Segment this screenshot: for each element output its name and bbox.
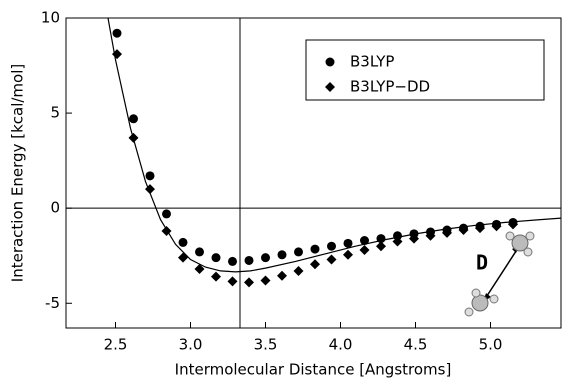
data-point [360,245,370,255]
x-tick-label: 3.5 [254,336,278,354]
y-tick-label: 0 [50,199,60,217]
data-point [261,275,271,285]
data-point [146,171,155,180]
data-point [113,29,122,38]
x-tick-label: 4.0 [329,336,353,354]
x-tick-label: 3.0 [179,336,203,354]
x-tick-label: 4.5 [404,336,428,354]
legend-label: B3LYP [350,53,394,71]
chart: Intermolecular Distance [Angstroms] Inte… [0,0,564,386]
data-point [212,253,221,262]
x-tick-label: 2.5 [104,336,128,354]
data-point [162,209,171,218]
y-axis-label: Interaction Energy [kcal/mol] [9,64,27,282]
data-point [344,239,353,248]
data-point [311,245,320,254]
data-point [245,256,254,265]
data-point [129,114,138,123]
y-tick-label: 5 [50,104,60,122]
data-point [228,276,238,286]
data-point [294,266,304,276]
data-point [343,250,353,260]
data-point [195,247,204,256]
data-point [327,255,337,265]
data-point [129,133,139,143]
data-point [278,250,287,259]
data-point [211,272,221,282]
data-point [360,236,369,245]
x-axis-label: Intermolecular Distance [Angstroms] [175,361,452,379]
data-point [179,238,188,247]
y-tick-label: 10 [41,9,60,27]
data-point [261,253,270,262]
legend-marker [326,58,335,67]
data-point [310,259,320,269]
distance-annotation: D [476,251,488,275]
data-point [228,257,237,266]
x-tick-label: 5.0 [479,336,503,354]
data-point [178,253,188,263]
data-point [244,277,254,287]
data-point [294,247,303,256]
data-point [376,241,386,251]
data-point [277,271,287,281]
legend-label: B3LYP−DD [350,78,430,96]
y-tick-label: -5 [45,294,60,312]
data-point [327,242,336,251]
